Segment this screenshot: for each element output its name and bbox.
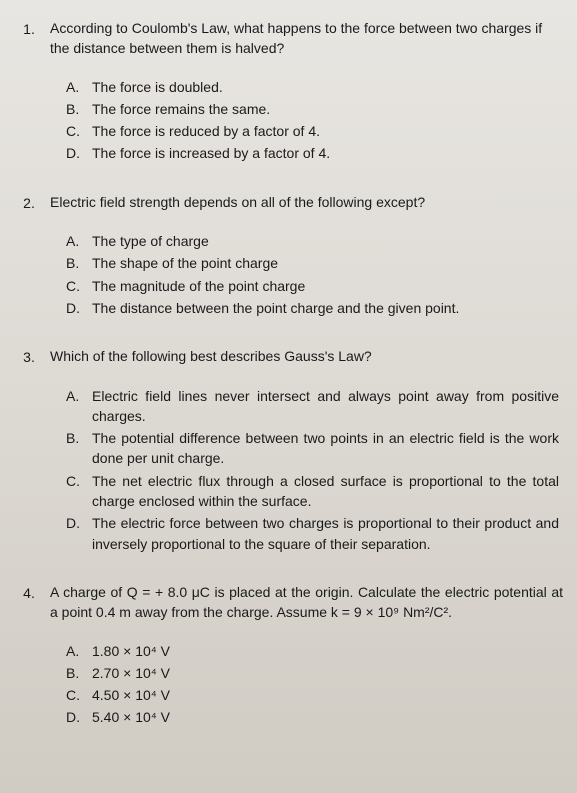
option-text: 4.50 × 10⁴ V <box>92 685 569 705</box>
option-text: The potential difference between two poi… <box>92 428 569 469</box>
question-row: 2. Electric field strength depends on al… <box>8 192 569 213</box>
option-c: C.The force is reduced by a factor of 4. <box>66 121 569 141</box>
option-letter: A. <box>66 77 92 97</box>
option-text: The force is increased by a factor of 4. <box>92 143 569 163</box>
option-letter: A. <box>66 641 92 661</box>
option-text: The net electric flux through a closed s… <box>92 471 569 512</box>
question-4: 4. A charge of Q = + 8.0 μC is placed at… <box>8 582 569 728</box>
options-list: A.The force is doubled. B.The force rema… <box>8 77 569 164</box>
option-text: 2.70 × 10⁴ V <box>92 663 569 683</box>
option-letter: B. <box>66 253 92 273</box>
question-number: 1. <box>8 18 50 39</box>
option-d: D.The electric force between two charges… <box>66 513 569 554</box>
question-1: 1. According to Coulomb's Law, what happ… <box>8 18 569 164</box>
option-d: D.5.40 × 10⁴ V <box>66 707 569 727</box>
option-letter: D. <box>66 513 92 554</box>
option-letter: C. <box>66 121 92 141</box>
option-letter: B. <box>66 428 92 469</box>
question-row: 3. Which of the following best describes… <box>8 346 569 367</box>
option-a: A.The force is doubled. <box>66 77 569 97</box>
option-b: B.The shape of the point charge <box>66 253 569 273</box>
question-text: Electric field strength depends on all o… <box>50 192 569 212</box>
option-letter: B. <box>66 663 92 683</box>
question-number: 4. <box>8 582 50 603</box>
option-letter: C. <box>66 276 92 296</box>
option-b: B.2.70 × 10⁴ V <box>66 663 569 683</box>
question-text: Which of the following best describes Ga… <box>50 346 569 366</box>
question-2: 2. Electric field strength depends on al… <box>8 192 569 318</box>
option-d: D.The distance between the point charge … <box>66 298 569 318</box>
option-a: A.Electric field lines never intersect a… <box>66 386 569 427</box>
option-letter: D. <box>66 298 92 318</box>
option-b: B.The force remains the same. <box>66 99 569 119</box>
option-letter: A. <box>66 386 92 427</box>
option-c: C.4.50 × 10⁴ V <box>66 685 569 705</box>
question-number: 3. <box>8 346 50 367</box>
option-letter: C. <box>66 471 92 512</box>
question-row: 4. A charge of Q = + 8.0 μC is placed at… <box>8 582 569 623</box>
option-text: Electric field lines never intersect and… <box>92 386 569 427</box>
option-text: The force is doubled. <box>92 77 569 97</box>
option-text: The electric force between two charges i… <box>92 513 569 554</box>
option-text: The force remains the same. <box>92 99 569 119</box>
options-list: A.Electric field lines never intersect a… <box>8 386 569 554</box>
option-letter: D. <box>66 143 92 163</box>
option-text: The type of charge <box>92 231 569 251</box>
option-c: C.The magnitude of the point charge <box>66 276 569 296</box>
option-text: The magnitude of the point charge <box>92 276 569 296</box>
option-c: C.The net electric flux through a closed… <box>66 471 569 512</box>
question-row: 1. According to Coulomb's Law, what happ… <box>8 18 569 59</box>
question-3: 3. Which of the following best describes… <box>8 346 569 554</box>
option-letter: C. <box>66 685 92 705</box>
option-letter: D. <box>66 707 92 727</box>
option-text: The force is reduced by a factor of 4. <box>92 121 569 141</box>
option-a: A.The type of charge <box>66 231 569 251</box>
option-text: 5.40 × 10⁴ V <box>92 707 569 727</box>
option-text: The shape of the point charge <box>92 253 569 273</box>
option-letter: B. <box>66 99 92 119</box>
option-text: 1.80 × 10⁴ V <box>92 641 569 661</box>
question-text: According to Coulomb's Law, what happens… <box>50 18 569 59</box>
question-text: A charge of Q = + 8.0 μC is placed at th… <box>50 582 569 623</box>
option-b: B.The potential difference between two p… <box>66 428 569 469</box>
option-text: The distance between the point charge an… <box>92 298 569 318</box>
option-d: D.The force is increased by a factor of … <box>66 143 569 163</box>
options-list: A.The type of charge B.The shape of the … <box>8 231 569 318</box>
option-a: A.1.80 × 10⁴ V <box>66 641 569 661</box>
question-number: 2. <box>8 192 50 213</box>
option-letter: A. <box>66 231 92 251</box>
options-list: A.1.80 × 10⁴ V B.2.70 × 10⁴ V C.4.50 × 1… <box>8 641 569 728</box>
